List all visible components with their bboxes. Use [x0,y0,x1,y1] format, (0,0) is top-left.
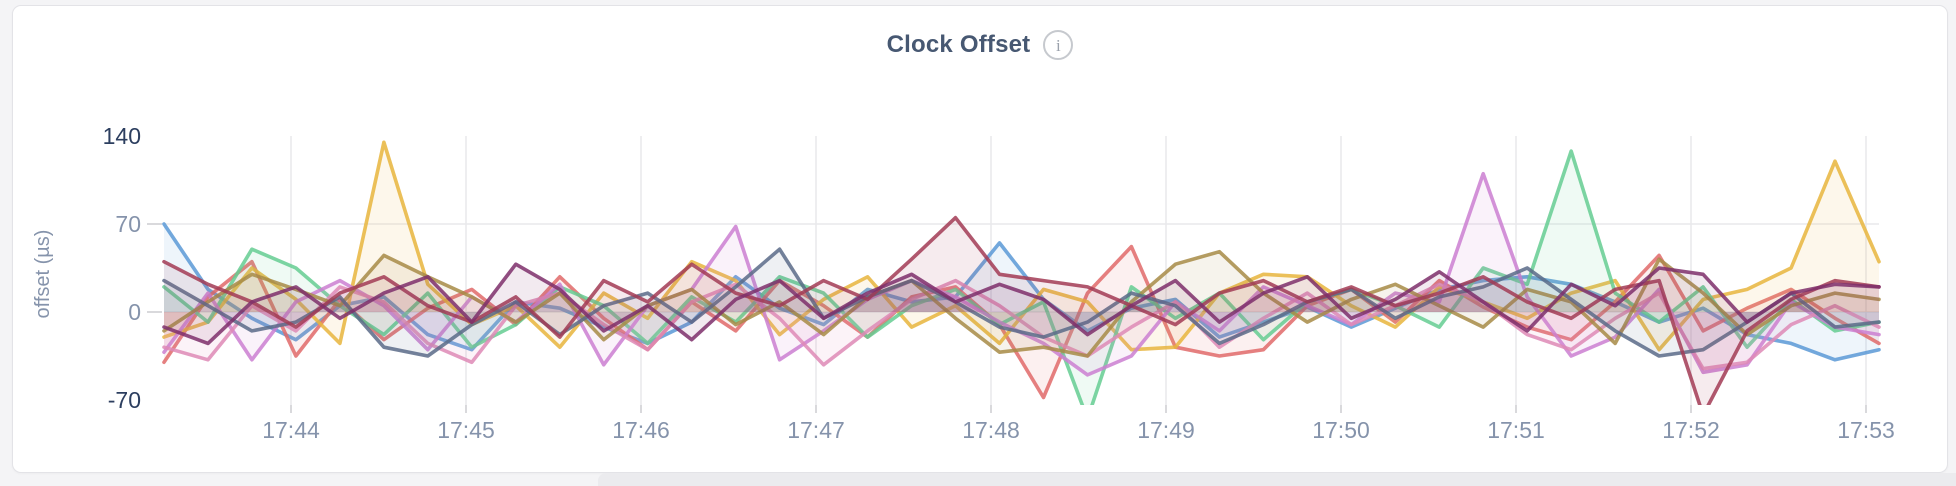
y-axis-title: offset (µs) [32,230,54,319]
x-tick-label-17:44: 17:44 [262,417,320,443]
x-tick-label-17:46: 17:46 [612,417,670,443]
series-line-slate [162,247,1881,358]
y-tick-label-70: 70 [115,211,141,237]
partial-element-below-card [598,473,1956,486]
y-tick-label-140: 140 [103,123,141,149]
series-line-yellow [162,140,1881,352]
series-area-yellow [164,142,1879,350]
series-area-orchid [164,173,1879,375]
x-tick-label-17:53: 17:53 [1837,417,1895,443]
x-tick-label-17:50: 17:50 [1312,417,1370,443]
series-area-pink [164,280,1879,369]
series-line-pink [162,278,1881,371]
series-area-maroon [164,217,1879,405]
chart-card: Clock Offset i 17:44 17:45 17:46 17:47 17:48… [12,5,1948,473]
x-tick-label-17:45: 17:45 [437,417,495,443]
chart-header: Clock Offset i [13,30,1947,60]
x-tick-label-17:52: 17:52 [1662,417,1720,443]
series-line-maroon [162,215,1881,405]
y-tick-label-0: 0 [128,299,141,325]
chart-title: Clock Offset [886,31,1031,58]
clock-offset-chart[interactable]: 17:44 17:45 17:46 17:47 17:48 17:49 17:50 17:51… [13,6,1949,474]
x-tick-label-17:47: 17:47 [787,417,845,443]
info-icon-glyph: i [1056,35,1061,55]
info-icon[interactable]: i [1043,30,1074,60]
y-tick-label--70: -70 [108,387,141,413]
series-area-plum [164,264,1879,344]
series-line-khaki [162,249,1881,358]
series-line-plum [162,262,1881,346]
x-tick-label-17:51: 17:51 [1487,417,1545,443]
x-tick-label-17:48: 17:48 [962,417,1020,443]
x-tick-label-17:49: 17:49 [1137,417,1195,443]
series-area-green [164,151,1879,405]
series-line-green [162,149,1881,405]
